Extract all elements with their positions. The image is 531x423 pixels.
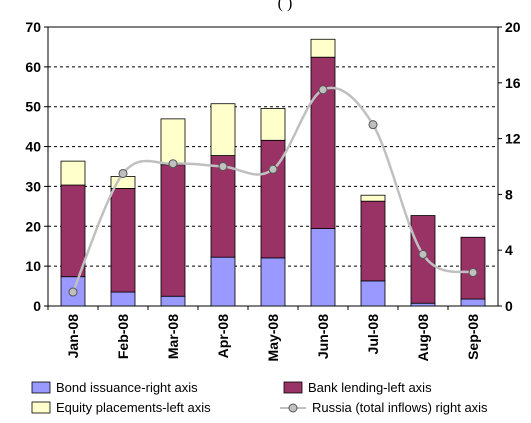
bars (60, 38, 486, 307)
russia-inflows-point (318, 85, 328, 95)
legend-label: Russia (total inflows) right axis (312, 400, 488, 415)
x-axis-category-label: Apr-08 (215, 314, 231, 359)
left-axis-tick-label: 40 (25, 139, 41, 155)
x-axis-category-label: Sep-08 (465, 314, 481, 360)
left-axis-tick-label: 50 (25, 99, 41, 115)
x-axis-category-label: Jul-08 (365, 314, 381, 355)
bar-equity-placements (210, 103, 236, 156)
bar-equity-placements (60, 160, 86, 186)
legend-swatch (31, 401, 51, 414)
legend-label: Bank lending-left axis (308, 380, 432, 395)
bar-bank-lending (110, 188, 136, 293)
left-axis-tick-label: 70 (25, 19, 41, 35)
bar-bond-issuance (110, 291, 136, 307)
right-axis-tick-label: 8 (505, 186, 513, 202)
russia-inflows-point (368, 120, 378, 130)
bar-bank-lending (410, 215, 436, 304)
russia-inflows-point (168, 159, 178, 169)
left-axis-tick-label: 30 (25, 178, 41, 194)
bar-bank-lending (160, 164, 186, 297)
legend-swatch (31, 381, 51, 394)
x-axis-category-label: Feb-08 (115, 314, 131, 359)
russia-inflows-point (418, 249, 428, 259)
russia-inflows-point (218, 162, 228, 171)
legend-label: Equity placements-left axis (56, 400, 211, 415)
bar-bond-issuance (410, 302, 436, 307)
russia-inflows-point (68, 287, 78, 297)
bar-bank-lending (310, 56, 336, 229)
bar-bond-issuance (160, 295, 186, 307)
x-axis-category-label: May-08 (265, 314, 281, 362)
russia-inflows-line-path (71, 86, 474, 293)
x-axis-category-label: Aug-08 (415, 314, 431, 362)
right-axis-tick-label: 0 (505, 298, 513, 314)
bar-bond-issuance (360, 280, 386, 307)
right-axis-tick-label: 12 (505, 131, 521, 147)
bar-bond-issuance (460, 298, 486, 307)
legend-swatch (283, 381, 303, 394)
bar-bank-lending (60, 184, 86, 278)
russia-inflows-point (268, 164, 278, 174)
bar-equity-placements (310, 38, 336, 58)
right-axis-tick-label: 4 (505, 242, 513, 258)
bar-equity-placements (360, 194, 386, 202)
legend-label: Bond issuance-right axis (56, 380, 198, 395)
left-axis-tick-label: 20 (25, 218, 41, 234)
bar-bond-issuance (260, 257, 286, 307)
left-axis-tick-label: 0 (33, 298, 41, 314)
left-axis-tick-label: 60 (25, 59, 41, 75)
bar-equity-placements (160, 118, 186, 166)
bar-bond-issuance (210, 256, 236, 307)
bar-bond-issuance (310, 228, 336, 307)
legend-marker (288, 403, 298, 413)
russia-inflows-point (118, 168, 128, 178)
x-axis-category-label: Mar-08 (165, 314, 181, 359)
left-axis-tick-label: 10 (25, 258, 41, 274)
right-axis-tick-label: 20 (505, 19, 521, 35)
legend: Bond issuance-right axis Bank lending-lef… (31, 380, 488, 415)
chart-title-fragment: ( ) (278, 0, 293, 12)
bar-equity-placements (260, 108, 286, 141)
bar-bank-lending (360, 200, 386, 282)
right-axis-tick-label: 16 (505, 75, 521, 91)
axes: 0 10 20 30 40 50 60 70 0 4 8 12 16 20 Jan-08 Feb-08 Mar-… (25, 19, 520, 361)
russia-inflows-line (68, 85, 478, 297)
russia-inflows-point (468, 268, 478, 278)
x-axis-category-label: Jun-08 (315, 314, 331, 359)
x-axis-category-label: Jan-08 (65, 314, 81, 359)
